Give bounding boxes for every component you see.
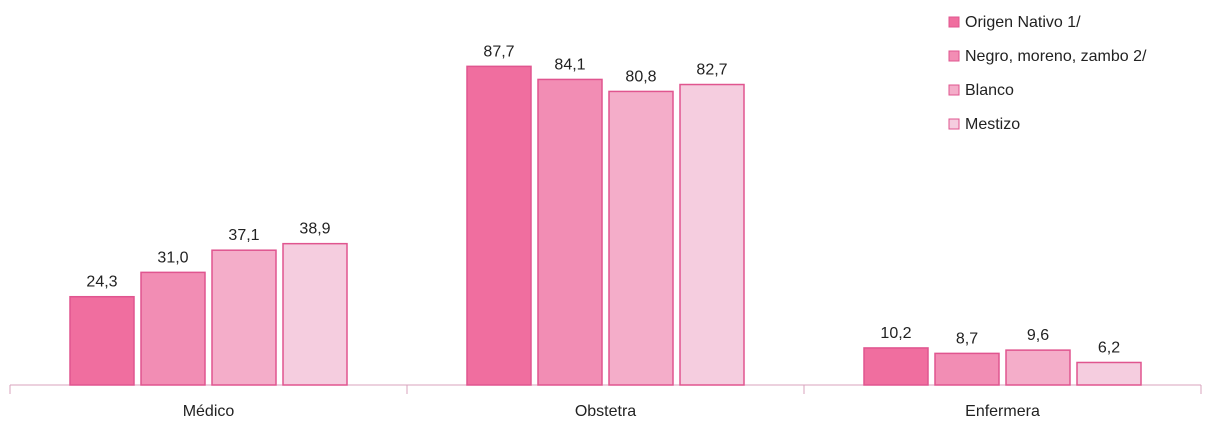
category-label: Enfermera bbox=[965, 403, 1040, 420]
bar-1-1 bbox=[537, 78, 603, 386]
bar-0-0 bbox=[69, 295, 135, 386]
bar-1-3 bbox=[679, 83, 745, 386]
legend-label: Mestizo bbox=[965, 116, 1020, 133]
data-label: 10,2 bbox=[880, 325, 911, 342]
category-label: Obstetra bbox=[575, 403, 636, 420]
legend-label: Origen Nativo 1/ bbox=[965, 14, 1081, 31]
legend-label: Blanco bbox=[965, 82, 1014, 99]
data-label: 24,3 bbox=[86, 274, 117, 291]
bar-0-3 bbox=[282, 242, 348, 386]
data-label: 8,7 bbox=[956, 330, 978, 347]
data-label: 87,7 bbox=[483, 43, 514, 60]
bar-1-2 bbox=[608, 90, 674, 386]
bar-2-2 bbox=[1005, 349, 1071, 386]
bar-0-2 bbox=[211, 249, 277, 386]
bar-1-0 bbox=[466, 65, 532, 386]
bar-2-3 bbox=[1076, 361, 1142, 386]
data-label: 80,8 bbox=[625, 68, 656, 85]
bar-2-1 bbox=[934, 352, 1000, 386]
data-label: 6,2 bbox=[1098, 339, 1120, 356]
data-label: 84,1 bbox=[554, 56, 585, 73]
data-label: 38,9 bbox=[299, 221, 330, 238]
legend-label: Negro, moreno, zambo 2/ bbox=[965, 48, 1147, 65]
bar-2-0 bbox=[863, 347, 929, 386]
plot-area: 24,3 31,0 37,1 38,9 Médico 87,7 84,1 80,8 82,7 Ob… bbox=[9, 43, 1202, 420]
data-label: 31,0 bbox=[157, 249, 188, 266]
legend-swatch bbox=[948, 118, 960, 130]
data-label: 9,6 bbox=[1027, 327, 1049, 344]
legend: Origen Nativo 1/Negro, moreno, zambo 2/B… bbox=[948, 14, 1147, 133]
category-label: Médico bbox=[183, 403, 235, 420]
data-label: 82,7 bbox=[696, 62, 727, 79]
data-label: 37,1 bbox=[228, 227, 259, 244]
legend-swatch bbox=[948, 50, 960, 62]
legend-swatch bbox=[948, 16, 960, 28]
bar-0-1 bbox=[140, 271, 206, 386]
legend-swatch bbox=[948, 84, 960, 96]
